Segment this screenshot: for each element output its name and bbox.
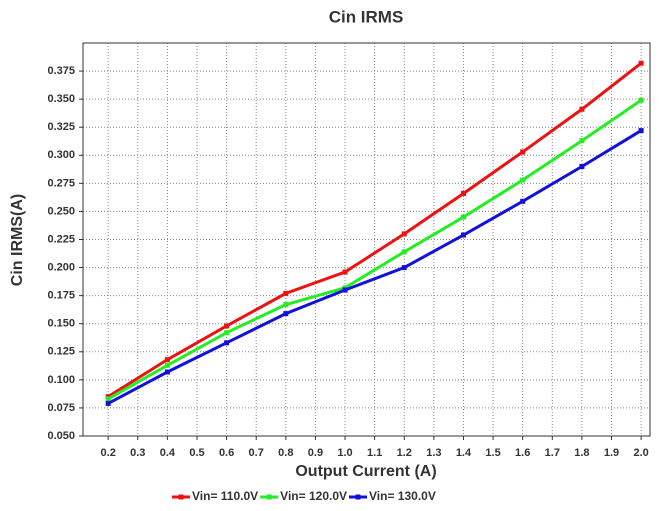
y-axis-label: Cin IRMS(A) bbox=[9, 194, 26, 286]
y-tick-label: 0.375 bbox=[47, 65, 75, 77]
marker bbox=[579, 164, 585, 170]
plot-frame bbox=[82, 42, 651, 437]
x-tick-label: 0.3 bbox=[130, 447, 145, 459]
legend-label: Vin= 110.0V bbox=[192, 489, 258, 503]
marker bbox=[283, 290, 289, 296]
marker bbox=[638, 60, 644, 66]
x-tick-label: 0.6 bbox=[219, 447, 234, 459]
marker bbox=[342, 287, 348, 293]
y-tick-label: 0.050 bbox=[47, 430, 75, 442]
legend-label: Vin= 120.0V bbox=[280, 489, 347, 503]
marker bbox=[283, 311, 289, 317]
x-tick-label: 1.4 bbox=[456, 447, 472, 459]
marker bbox=[224, 323, 230, 329]
marker bbox=[520, 198, 526, 204]
x-tick-label: 1.0 bbox=[337, 447, 352, 459]
y-tick-label: 0.150 bbox=[47, 318, 75, 330]
y-tick-label: 0.175 bbox=[47, 290, 75, 302]
x-tick-label: 0.9 bbox=[308, 447, 323, 459]
y-tick-label: 0.125 bbox=[47, 346, 75, 358]
y-tick-label: 0.275 bbox=[47, 177, 75, 189]
y-tick-label: 0.225 bbox=[47, 233, 75, 245]
marker bbox=[224, 340, 230, 346]
marker bbox=[638, 128, 644, 134]
marker bbox=[460, 232, 466, 238]
marker bbox=[105, 396, 111, 402]
x-tick-label: 0.4 bbox=[160, 447, 176, 459]
x-tick-label: 0.7 bbox=[249, 447, 264, 459]
marker bbox=[638, 97, 644, 103]
legend-marker bbox=[355, 494, 361, 500]
x-tick-label: 0.8 bbox=[278, 447, 293, 459]
legend-marker bbox=[178, 494, 184, 500]
marker bbox=[401, 231, 407, 237]
marker bbox=[460, 190, 466, 196]
marker bbox=[520, 177, 526, 183]
x-tick-label: 0.2 bbox=[101, 447, 116, 459]
chart-title: Cin IRMS bbox=[329, 7, 404, 26]
marker bbox=[520, 149, 526, 155]
line bbox=[107, 62, 643, 398]
marker bbox=[224, 330, 230, 336]
x-tick-label: 1.3 bbox=[426, 447, 441, 459]
legend-marker bbox=[266, 494, 272, 500]
y-tick-label: 0.200 bbox=[47, 261, 75, 273]
line bbox=[107, 99, 642, 401]
y-tick-label: 0.250 bbox=[47, 205, 75, 217]
marker bbox=[342, 269, 348, 275]
x-axis-label: Output Current (A) bbox=[295, 463, 436, 480]
y-tick-label: 0.075 bbox=[47, 402, 75, 414]
y-tick-label: 0.300 bbox=[47, 149, 75, 161]
y-tick-label: 0.325 bbox=[47, 121, 75, 133]
marker bbox=[283, 302, 289, 308]
x-tick-label: 2.0 bbox=[633, 447, 648, 459]
marker bbox=[164, 362, 170, 368]
marker bbox=[164, 357, 170, 363]
marker bbox=[401, 249, 407, 255]
x-tick-label: 0.5 bbox=[189, 447, 204, 459]
x-tick-label: 1.5 bbox=[485, 447, 500, 459]
x-tick-label: 1.7 bbox=[545, 447, 560, 459]
x-tick-label: 1.9 bbox=[604, 447, 619, 459]
marker bbox=[579, 138, 585, 144]
x-tick-label: 1.6 bbox=[515, 447, 530, 459]
marker bbox=[460, 214, 466, 220]
marker bbox=[164, 369, 170, 375]
x-tick-label: 1.8 bbox=[574, 447, 589, 459]
legend-label: Vin= 130.0V bbox=[369, 489, 436, 503]
marker bbox=[105, 400, 111, 406]
y-tick-label: 0.350 bbox=[47, 93, 75, 105]
x-tick-label: 1.1 bbox=[367, 447, 382, 459]
line bbox=[107, 129, 642, 405]
y-tick-label: 0.100 bbox=[47, 374, 75, 386]
marker bbox=[579, 106, 585, 112]
marker bbox=[401, 265, 407, 271]
x-tick-label: 1.2 bbox=[397, 447, 412, 459]
